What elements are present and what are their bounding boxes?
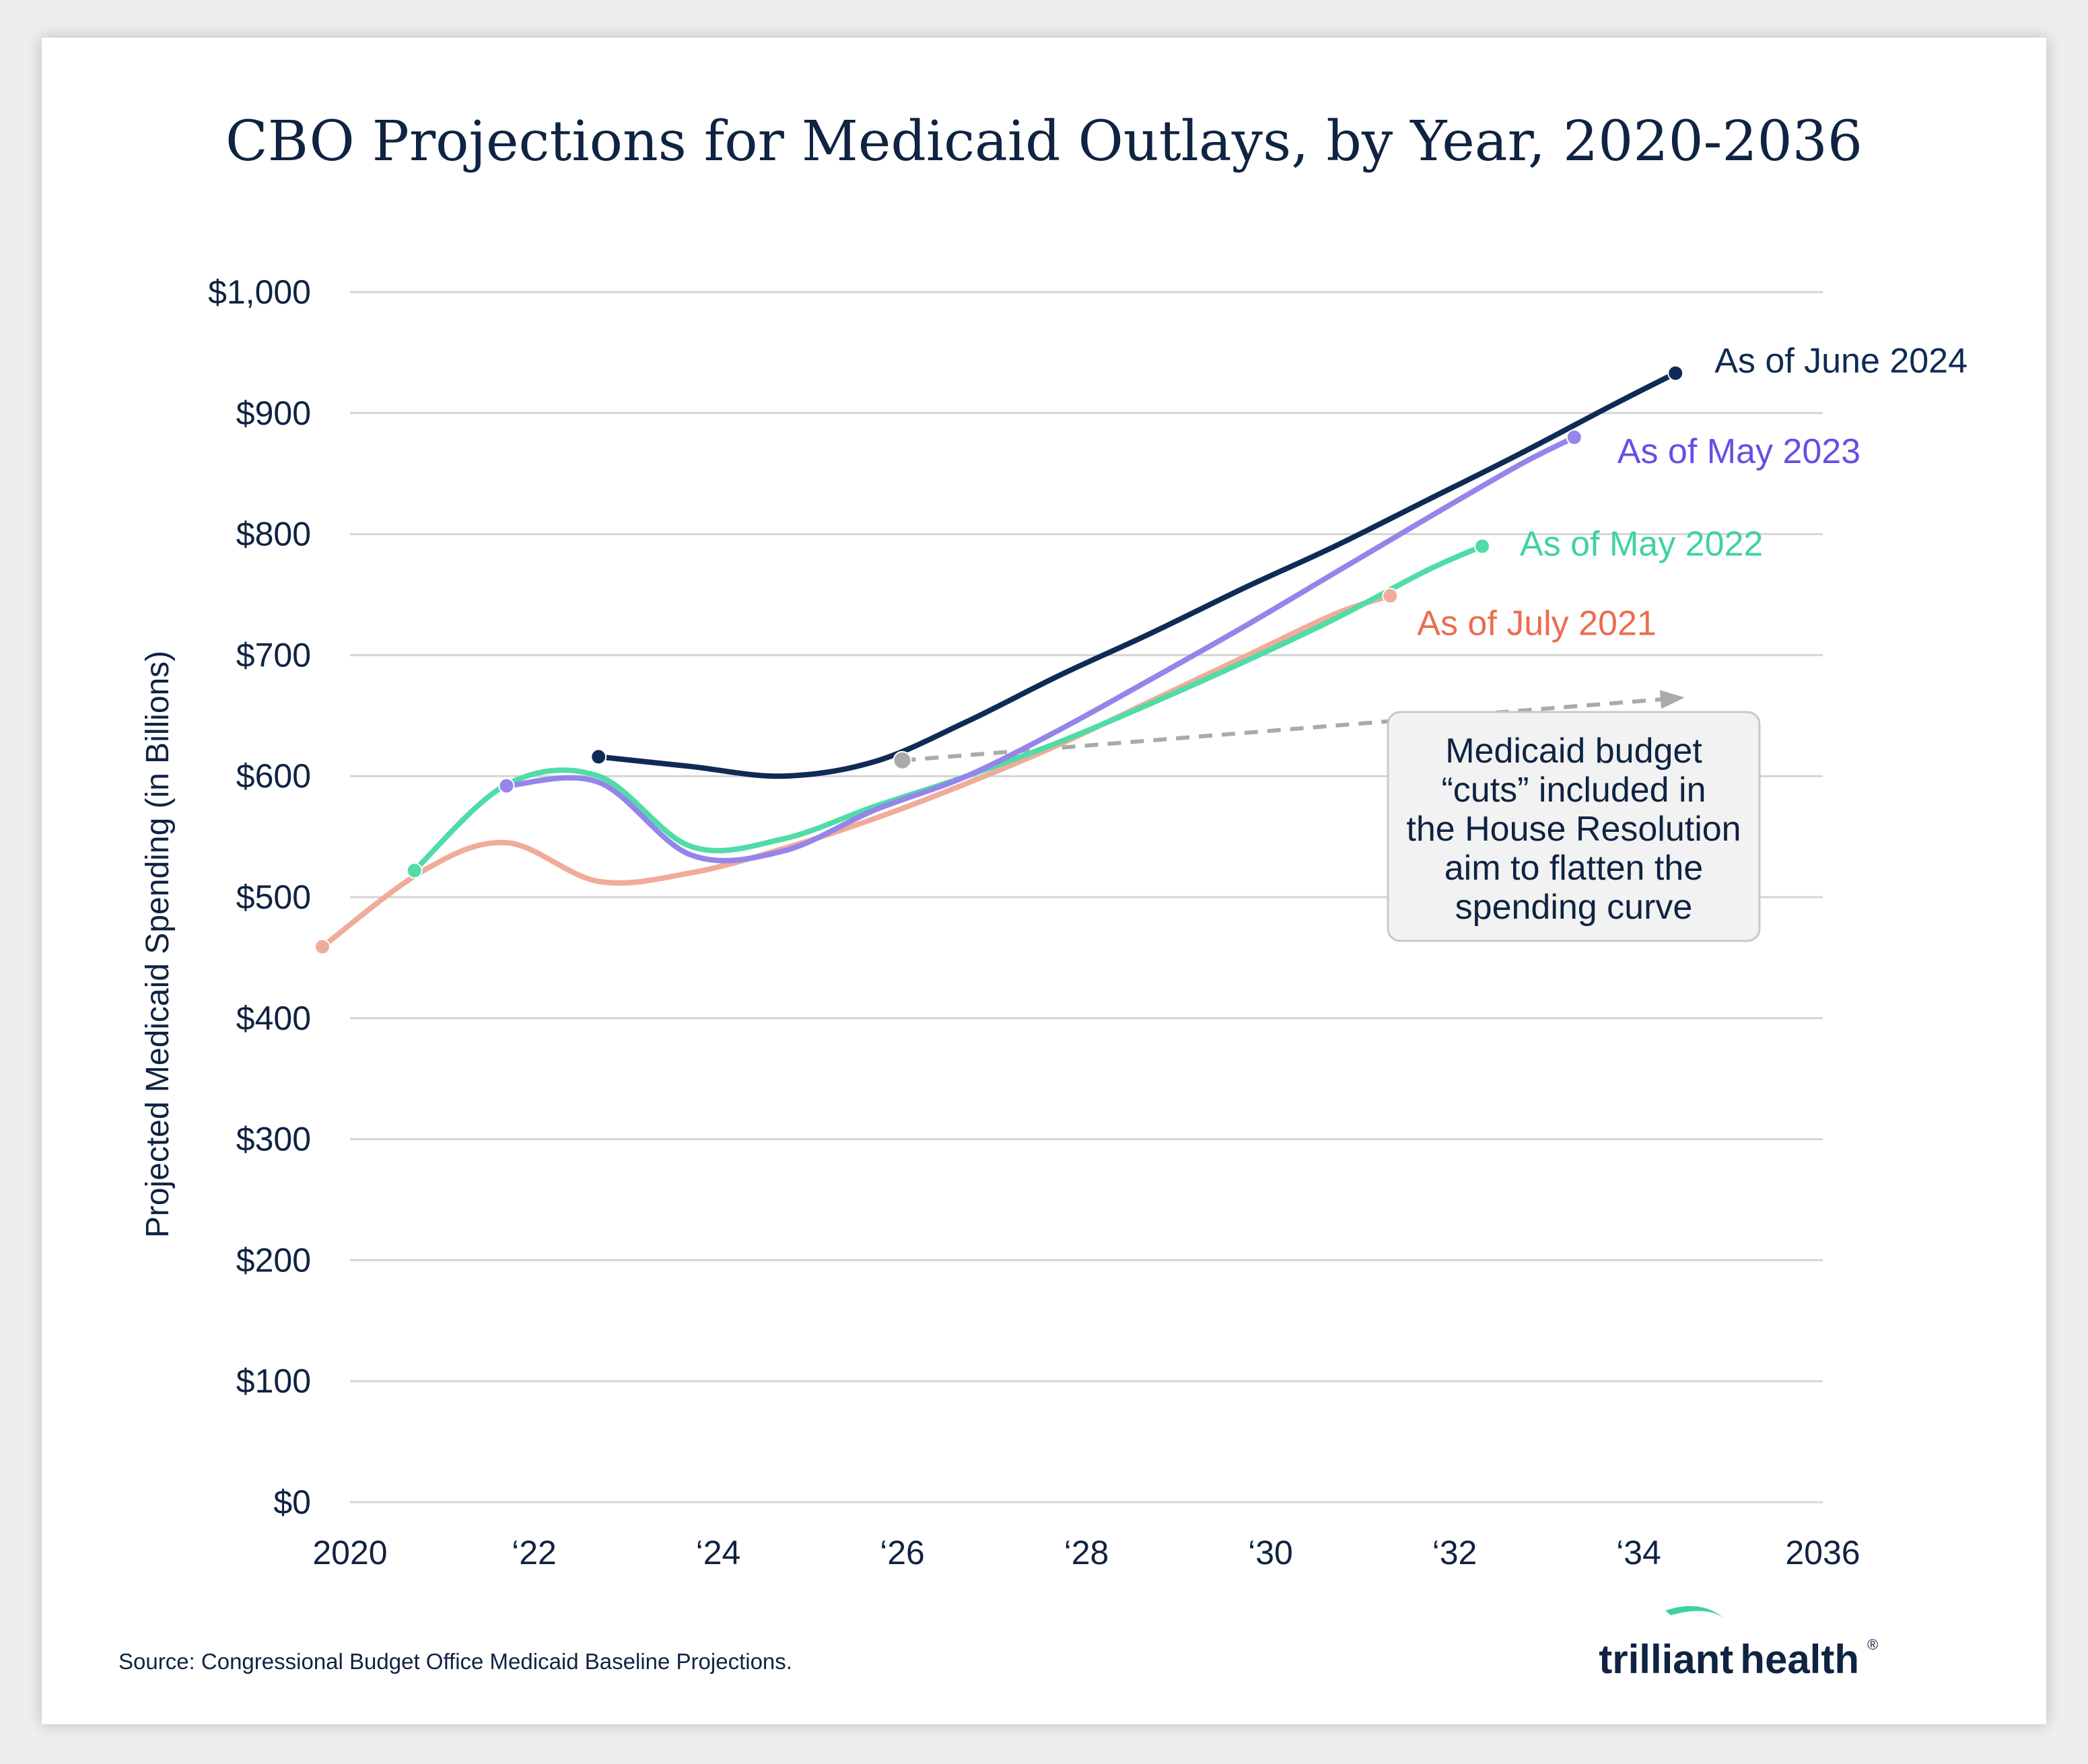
y-tick-label: $900 [236,394,311,432]
y-tick-label: $600 [236,757,311,795]
brand-swoosh-icon [1665,1606,1727,1621]
x-tick-label: 2036 [1785,1534,1860,1572]
x-tick-label: ‘28 [1064,1534,1109,1572]
flatten-arrow-line [902,697,1661,763]
series-point-june-2024-end [1667,365,1684,382]
series-point-may-2023-end [1566,429,1582,446]
y-tick-label: $0 [273,1483,311,1521]
source-note: Source: Congressional Budget Office Medi… [118,1649,792,1674]
callout-line-5: spending curve [1455,888,1693,927]
series-label-may-2022: As of May 2022 [1520,525,1763,564]
y-tick-label: $1,000 [208,273,311,311]
series-endpoints [314,365,1684,955]
chart-title: CBO Projections for Medicaid Outlays, by… [225,110,1863,174]
series-label-may-2023: As of May 2023 [1617,432,1860,471]
y-tick-label: $500 [236,878,311,916]
brand-wordmark: trilliant health [1599,1637,1859,1682]
x-tick-labels: 2020 ‘22 ‘24 ‘26 ‘28 ‘30 ‘32 ‘34 2036 [312,1534,1860,1572]
callout-line-4: aim to flatten the [1445,849,1703,888]
x-tick-label: 2020 [312,1534,387,1572]
y-axis-label: Projected Medicaid Spending (in Billions… [140,651,176,1238]
series-point-july-2021-start [314,938,330,955]
series-lines [320,370,1679,950]
brand-registered-mark: ® [1867,1636,1878,1653]
x-tick-label: ‘34 [1616,1534,1661,1572]
callout-background [1387,711,1761,942]
series-point-june-2024-start [590,748,607,765]
series-line-may-2022 [411,543,1485,874]
series-labels: As of July 2021 As of May 2022 As of May 2… [1417,341,1968,643]
x-tick-label: ‘26 [880,1534,925,1572]
y-tick-labels: $0 $100 $200 $300 $400 $500 $600 $700 $800 $900 $1… [208,273,311,1521]
series-line-july-2021 [320,593,1393,950]
series-line-may-2023 [503,434,1577,863]
brand-logo: trilliant health ® [1599,1606,1878,1682]
x-tick-label: ‘22 [512,1534,557,1572]
series-label-june-2024: As of June 2024 [1714,341,1968,380]
series-point-may-2022-start [406,862,423,879]
series-label-july-2021: As of July 2021 [1417,604,1657,643]
chart-canvas: CBO Projections for Medicaid Outlays, by… [118,110,1968,1682]
y-tick-label: $300 [236,1121,311,1158]
y-tick-label: $100 [236,1362,311,1400]
flatten-start-point [893,750,912,770]
brand-right: health [1740,1637,1859,1682]
x-tick-label: ‘30 [1248,1534,1293,1572]
series-line-june-2024 [596,370,1679,779]
callout-line-3: the House Resolution [1406,810,1741,849]
y-tick-label: $700 [236,636,311,674]
series-point-may-2022-end [1474,538,1491,555]
brand-left: trilliant [1599,1637,1733,1682]
x-tick-label: ‘24 [696,1534,741,1572]
series-point-july-2021-end [1382,588,1399,604]
callout-box: Medicaid budget “cuts” included in the H… [1387,711,1761,942]
callout-line-1: Medicaid budget [1445,732,1702,771]
y-tick-label: $400 [236,999,311,1037]
chart-card: CBO Projections for Medicaid Outlays, by… [42,38,2046,1724]
series-point-may-2023-start [498,777,515,794]
flatten-arrowhead-icon [1659,690,1685,709]
flatten-arrow [902,690,1685,763]
x-tick-label: ‘32 [1432,1534,1477,1572]
callout-line-2: “cuts” included in [1441,771,1706,810]
y-tick-label: $800 [236,516,311,553]
y-tick-label: $200 [236,1241,311,1279]
